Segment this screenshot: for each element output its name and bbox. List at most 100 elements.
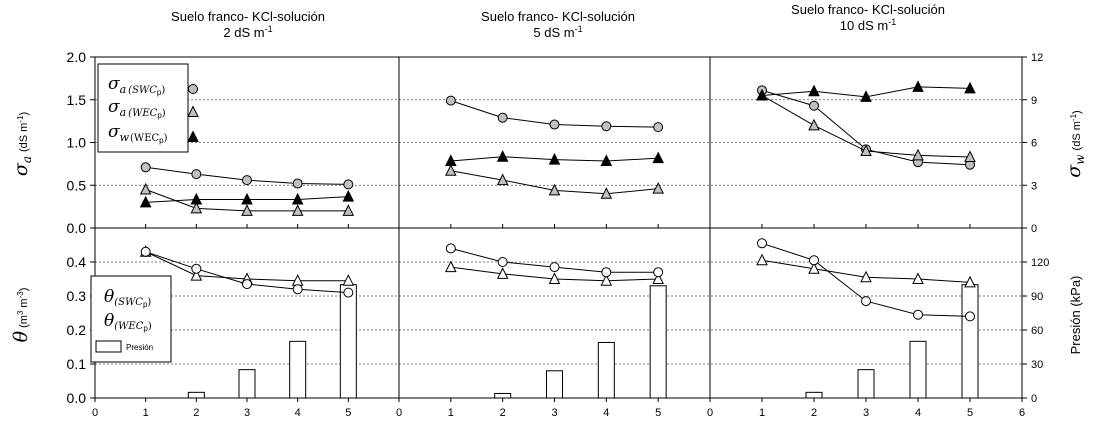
sigma-a-wecp-point (241, 204, 253, 216)
y-tick-label-right-bottom: 90 (1031, 291, 1043, 303)
y-tick-label-right-top: 9 (1031, 95, 1037, 107)
sigma-w-wecp-point (342, 190, 355, 202)
theta-swcp-point (191, 263, 202, 274)
sigma-w-wecp-point (291, 192, 304, 205)
theta-swcp-point (343, 287, 354, 298)
theta-wecp-point (190, 268, 203, 281)
sigma-a-wecp-point (548, 183, 561, 196)
y-tick-label-left-top: 1.5 (67, 92, 87, 108)
legend-marker (187, 105, 199, 117)
panel-title-2-line2: 5 dS m-1 (533, 24, 582, 40)
panel-title-3-line2: 10 dS m-1 (840, 17, 896, 33)
x-tick-label: 5 (345, 407, 351, 419)
sigma-a-wecp-point (496, 173, 509, 186)
legend-bottom: θ(SWCp) θ(WECp) Presión (90, 275, 172, 363)
theta-swcp-point (601, 267, 612, 278)
theta-wecp-point (756, 253, 768, 266)
sigma-a-swcp-point (343, 179, 354, 190)
x-tick-label: 5 (967, 407, 973, 419)
sigma-w-wecp-point (912, 80, 924, 92)
x-tick-label: 1 (759, 407, 765, 419)
theta-wecp-point (912, 272, 924, 284)
presion-bar (546, 370, 563, 399)
y-tick-label-right-bottom: 120 (1031, 257, 1049, 269)
theta-wecp-point (548, 272, 561, 284)
x-tick-label: 3 (863, 407, 869, 419)
sigma-a-swcp-point (601, 121, 612, 132)
sigma-a-wecp-point (291, 204, 304, 216)
legend-bottom-entry-1: θ(SWCp) (104, 287, 151, 309)
y-tick-label-right-top: 6 (1031, 138, 1037, 150)
sigma-w-wecp-point (964, 81, 976, 94)
y-tick-label-right-top: 12 (1031, 52, 1043, 64)
theta-wecp-point (600, 274, 613, 286)
sigma-a-wecp-point (600, 187, 613, 199)
sigma-a-swcp-point (140, 162, 151, 173)
sigma-w-wecp-point (756, 88, 768, 101)
presion-bar (805, 391, 823, 399)
y-tick-label-right-top: 0 (1031, 223, 1037, 235)
sigma-a-wecp-point (808, 118, 820, 131)
x-tick-label: 1 (448, 407, 454, 419)
legend-top-entry-1: σa (SWCp) (108, 74, 165, 97)
y-tick-label-left-top: 0.0 (67, 220, 87, 236)
legend-top-box (97, 63, 189, 153)
legend-marker (187, 130, 199, 142)
theta-wecp-point (964, 275, 976, 288)
theta-swcp-point (292, 284, 303, 295)
presion-bar (597, 341, 615, 399)
y-axis-title-right-bottom: Presión (kPa) (1068, 276, 1083, 355)
theta-swcp-point (757, 238, 767, 249)
presion-bar (909, 340, 927, 399)
y-tick-label-right-bottom: 60 (1031, 325, 1043, 337)
x-tick-label: 3 (551, 407, 557, 419)
x-tick-label: 3 (244, 407, 250, 419)
theta-swcp-point (653, 267, 664, 278)
theta-swcp-point (140, 246, 151, 257)
sigma-w-wecp-point (652, 151, 664, 164)
presion-bar (857, 369, 875, 399)
panel-title-1-line1: Suelo franco- KCl-solución (171, 9, 325, 24)
sigma-w-wecp-point (808, 84, 820, 97)
sigma-a-swcp-point (549, 119, 560, 130)
sigma-a-wecp-point (190, 201, 203, 214)
sigma-a-wecp-point (445, 164, 457, 176)
sigma-a-swcp-point (445, 95, 456, 106)
y-tick-label-left-bottom: 0.0 (67, 390, 87, 406)
theta-swcp-point (913, 309, 923, 320)
y-tick-label-left-bottom: 0.4 (67, 254, 87, 270)
theta-swcp-point (965, 311, 975, 322)
x-tick-label: 0 (396, 407, 402, 419)
theta-swcp-point (549, 262, 560, 273)
theta-wecp-point (496, 267, 509, 279)
x-tick-label: 5 (655, 407, 661, 419)
theta-swcp-point (445, 243, 456, 254)
sigma-a-swcp-point (191, 169, 202, 180)
y-axis-title-right-top: σw(dS m-1) (1063, 110, 1087, 177)
theta-wecp-point (808, 262, 820, 274)
sigma-a-wecp-point (964, 150, 976, 163)
sigma-a-wecp-point (139, 182, 152, 195)
x-tick-label: 2 (811, 407, 817, 419)
sigma-a-swcp-point (242, 175, 252, 186)
sigma-w-wecp-point (600, 154, 613, 167)
legend-top: σa (SWCp) σa (WECp) σw(WECp) (97, 63, 199, 153)
theta-swcp-point (242, 279, 252, 290)
x-tick-label: 2 (500, 407, 506, 419)
theta-wecp-point (860, 270, 872, 283)
y-tick-label-right-bottom: 0 (1031, 393, 1037, 405)
panel-titles: Suelo franco- KCl-solución 2 dS m-1 Suel… (171, 2, 945, 40)
sigma-a-wecp-point (860, 144, 872, 157)
legend-presion-swatch (95, 340, 122, 353)
y-tick-label-left-top: 1.0 (67, 135, 87, 151)
y-tick-label-left-top: 0.5 (67, 177, 87, 193)
legend-top-entry-2: σa (WECp) (108, 97, 166, 120)
x-tick-label: 0 (92, 407, 98, 419)
panel-title-2-line1: Suelo franco- KCl-solución (481, 9, 635, 24)
sigma-w-wecp-point (445, 154, 457, 167)
y-tick-label-left-bottom: 0.3 (67, 288, 87, 304)
x-tick-label: 4 (603, 407, 609, 419)
theta-swcp-point (861, 296, 871, 307)
presion-bar (339, 284, 357, 399)
